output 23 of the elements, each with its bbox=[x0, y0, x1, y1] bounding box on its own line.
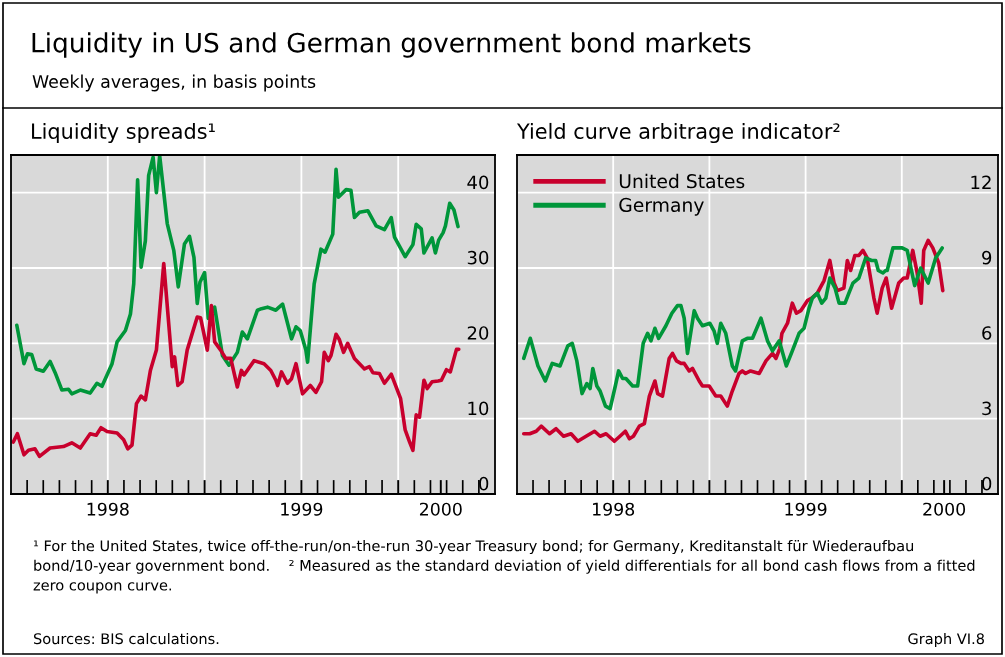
y-tick-label: 30 bbox=[467, 250, 489, 265]
y-tick-label: 3 bbox=[982, 401, 991, 416]
x-tick-label: 1999 bbox=[281, 502, 323, 516]
chart-title: Liquidity spreads¹ bbox=[32, 122, 215, 144]
text: Liquidity in US and German government bond markets bbox=[32, 32, 751, 58]
y-tick-label: 10 bbox=[468, 401, 489, 416]
text: Graph VI.8 bbox=[908, 632, 984, 648]
text: ¹ For the United States, twice off-the-run/on-the-run 30-year Treasury bond; for Germany, Kreditanstalt für Wiederaufbau bond/10-year government bond. ² Measured as the standard deviation of yield differentials for all bond cash flows from a fitted zero coupon curve. bbox=[33, 540, 975, 594]
legend-label: United States bbox=[619, 173, 745, 189]
x-tick-label: 1999 bbox=[785, 502, 827, 516]
source-note: Sources: BIS calculations. bbox=[33, 632, 219, 645]
x-tick-label: 2000 bbox=[923, 502, 966, 516]
x-tick-label: 2000 bbox=[419, 502, 462, 516]
x-tick-label: 1998 bbox=[87, 502, 129, 516]
text: Weekly averages, in basis points bbox=[32, 74, 316, 92]
x-tick-label: 1998 bbox=[593, 502, 635, 516]
chart-title: Yield curve arbitrage indicator² bbox=[516, 122, 840, 144]
y-tick-label: 40 bbox=[467, 175, 489, 190]
legend-label: Germany bbox=[619, 197, 704, 216]
y-tick-label: 12 bbox=[971, 175, 991, 189]
y-tick-label: 20 bbox=[467, 326, 489, 340]
y-tick-label: 6 bbox=[982, 326, 992, 340]
y-tick-label: 9 bbox=[982, 250, 992, 265]
